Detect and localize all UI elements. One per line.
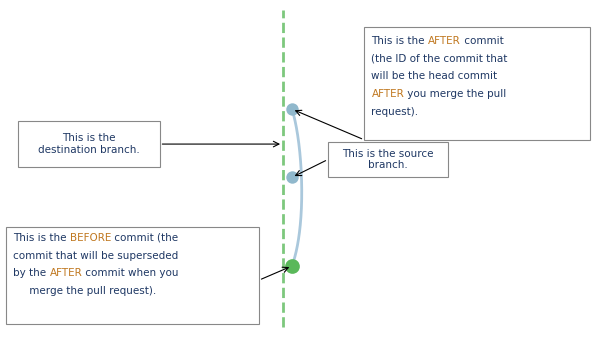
Text: This is the: This is the: [13, 233, 70, 243]
Text: commit (the: commit (the: [111, 233, 179, 243]
FancyBboxPatch shape: [18, 121, 160, 167]
Text: commit: commit: [461, 36, 504, 46]
Text: This is the: This is the: [371, 36, 428, 46]
Text: commit when you: commit when you: [82, 268, 179, 278]
Text: will be the head commit: will be the head commit: [371, 71, 498, 81]
Text: AFTER: AFTER: [49, 268, 82, 278]
Text: AFTER: AFTER: [371, 89, 404, 99]
Text: (the ID of the commit that: (the ID of the commit that: [371, 54, 508, 63]
Point: [287, 175, 297, 180]
FancyBboxPatch shape: [364, 27, 590, 140]
Text: This is the source
branch.: This is the source branch.: [343, 149, 434, 170]
Text: This is the
destination branch.: This is the destination branch.: [38, 133, 140, 155]
Text: commit that will be superseded: commit that will be superseded: [13, 251, 179, 261]
FancyBboxPatch shape: [6, 227, 259, 324]
Text: merge the pull request).: merge the pull request).: [13, 286, 157, 296]
Text: request).: request).: [371, 107, 418, 117]
FancyBboxPatch shape: [328, 142, 448, 177]
Point: [287, 106, 297, 112]
Text: you merge the pull: you merge the pull: [404, 89, 506, 99]
Point: [287, 263, 297, 269]
Text: BEFORE: BEFORE: [70, 233, 111, 243]
Text: AFTER: AFTER: [428, 36, 461, 46]
Text: by the: by the: [13, 268, 49, 278]
